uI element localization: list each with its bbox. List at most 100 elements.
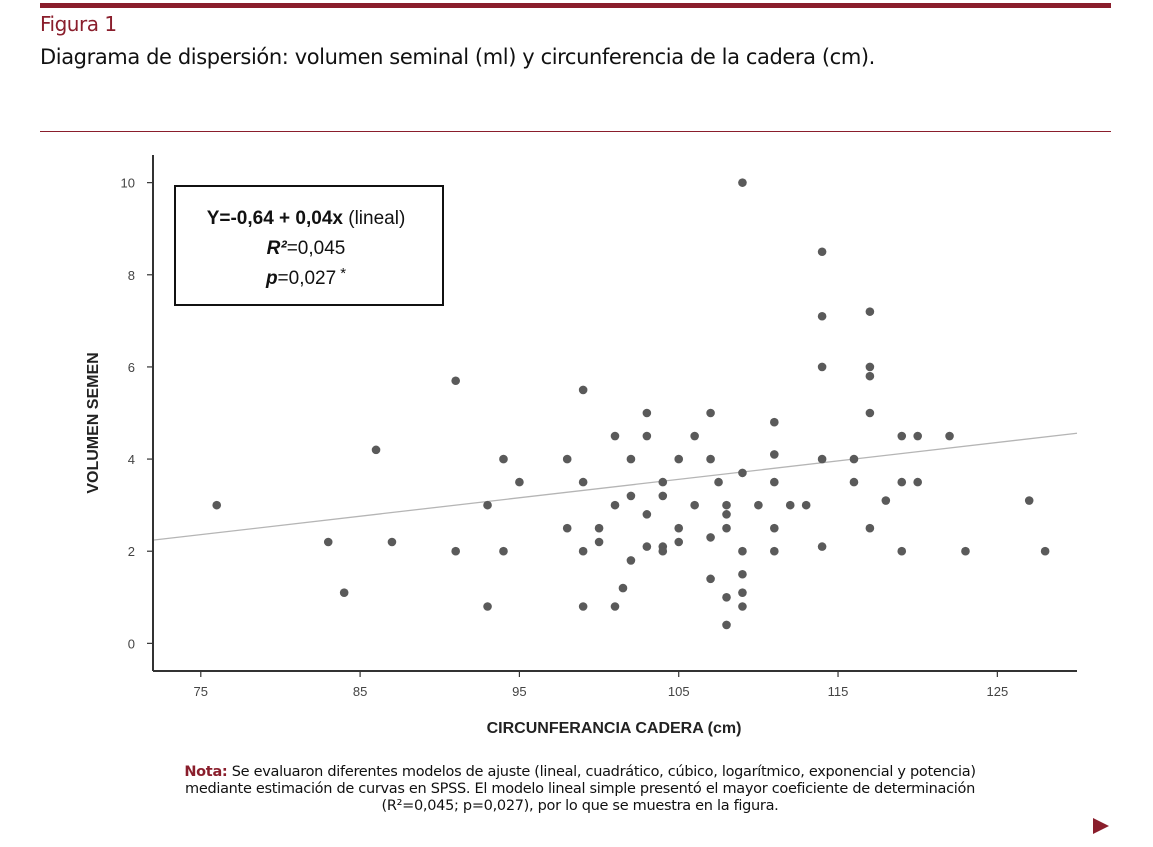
data-point xyxy=(562,523,572,533)
data-point xyxy=(913,431,922,441)
data-point xyxy=(642,431,652,441)
data-point xyxy=(865,362,875,372)
data-point xyxy=(849,477,859,487)
regression-line xyxy=(152,432,1078,541)
data-point xyxy=(642,510,652,519)
data-point xyxy=(578,602,588,611)
note-line-2: mediante estimación de curvas en SPSS. E… xyxy=(185,781,975,797)
data-point xyxy=(626,491,636,501)
data-point xyxy=(499,454,508,464)
note-line-1: Se evaluaron diferentes modelos de ajust… xyxy=(227,764,976,780)
data-point xyxy=(897,477,907,487)
data-point xyxy=(626,556,636,565)
data-point xyxy=(722,592,731,602)
data-point xyxy=(658,477,668,487)
data-point xyxy=(817,247,827,257)
data-point xyxy=(610,431,620,441)
data-point xyxy=(722,620,731,630)
y-tick-label: 4 xyxy=(128,452,135,467)
data-point xyxy=(594,523,604,533)
data-point xyxy=(323,537,333,547)
data-point xyxy=(618,583,628,593)
data-point xyxy=(770,417,779,427)
data-point xyxy=(961,546,970,556)
data-point xyxy=(738,468,747,478)
data-point xyxy=(1024,496,1034,505)
data-point xyxy=(738,569,747,579)
next-page-arrow-icon[interactable] xyxy=(1093,818,1109,834)
data-point xyxy=(499,546,508,556)
data-point xyxy=(642,542,652,551)
x-tick-label: 125 xyxy=(986,684,1008,699)
data-point xyxy=(897,546,907,556)
annotation-r-squared: R²=0,045 xyxy=(267,238,346,259)
data-point xyxy=(817,454,827,464)
data-point xyxy=(865,371,875,381)
data-point xyxy=(722,523,731,533)
data-point xyxy=(690,500,699,510)
data-point xyxy=(817,542,827,551)
data-point xyxy=(714,477,723,487)
data-point xyxy=(610,602,620,611)
data-point xyxy=(212,500,222,510)
data-point xyxy=(674,537,684,547)
data-point xyxy=(865,408,875,418)
data-point xyxy=(865,523,875,533)
x-axis-ticks: 75 85 95 105 115 125 xyxy=(194,671,1008,699)
data-point xyxy=(706,574,715,584)
data-point xyxy=(738,546,747,556)
data-point xyxy=(706,454,715,464)
data-point xyxy=(371,445,381,455)
figure-label: Figura 1 xyxy=(40,12,117,36)
title-divider xyxy=(40,131,1111,132)
data-point xyxy=(897,431,907,441)
figure-note: Nota: Se evaluaron diferentes modelos de… xyxy=(90,764,1070,815)
data-point xyxy=(562,454,572,464)
data-point xyxy=(578,385,588,395)
data-point xyxy=(578,477,588,487)
note-lead: Nota: xyxy=(184,764,228,780)
data-point xyxy=(785,500,795,510)
x-tick-label: 75 xyxy=(194,684,208,699)
data-point xyxy=(1040,546,1050,556)
x-axis-label: CIRCUNFERANCIA CADERA (cm) xyxy=(487,720,742,737)
data-point xyxy=(626,454,636,464)
data-point xyxy=(722,510,731,519)
data-point xyxy=(339,588,349,597)
scatter-plot: 0 2 4 6 8 10 75 85 95 105 115 125 VOLUMEN SEMEN CI… xyxy=(85,155,1078,737)
y-axis-ticks: 0 2 4 6 8 10 xyxy=(121,176,153,651)
data-points xyxy=(212,178,1050,630)
x-tick-label: 95 xyxy=(512,684,526,699)
data-point xyxy=(706,408,715,418)
data-point xyxy=(483,500,492,510)
data-point xyxy=(515,477,524,487)
data-point xyxy=(451,546,460,556)
data-point xyxy=(770,523,779,533)
data-point xyxy=(945,431,954,441)
data-point xyxy=(738,588,747,597)
figure-title: Diagrama de dispersión: volumen seminal … xyxy=(40,45,875,69)
data-point xyxy=(849,454,859,464)
x-tick-label: 85 xyxy=(353,684,367,699)
data-point xyxy=(610,500,620,510)
data-point xyxy=(738,178,747,187)
data-point xyxy=(690,431,699,441)
data-point xyxy=(451,376,460,386)
y-tick-label: 8 xyxy=(128,268,135,283)
data-point xyxy=(817,311,827,321)
data-point xyxy=(578,546,588,556)
data-point xyxy=(658,546,668,556)
data-point xyxy=(913,477,922,487)
data-point xyxy=(658,491,668,501)
annotation-equation: Y=-0,64 + 0,04x (lineal) xyxy=(207,208,406,229)
x-tick-label: 105 xyxy=(668,684,690,699)
y-tick-label: 6 xyxy=(128,360,135,375)
data-point xyxy=(865,307,875,316)
y-axis-label: VOLUMEN SEMEN xyxy=(85,352,102,493)
y-tick-label: 10 xyxy=(121,176,135,191)
data-point xyxy=(881,496,891,505)
top-rule xyxy=(40,3,1111,8)
data-point xyxy=(483,602,492,611)
data-point xyxy=(594,537,604,547)
data-point xyxy=(770,450,779,459)
